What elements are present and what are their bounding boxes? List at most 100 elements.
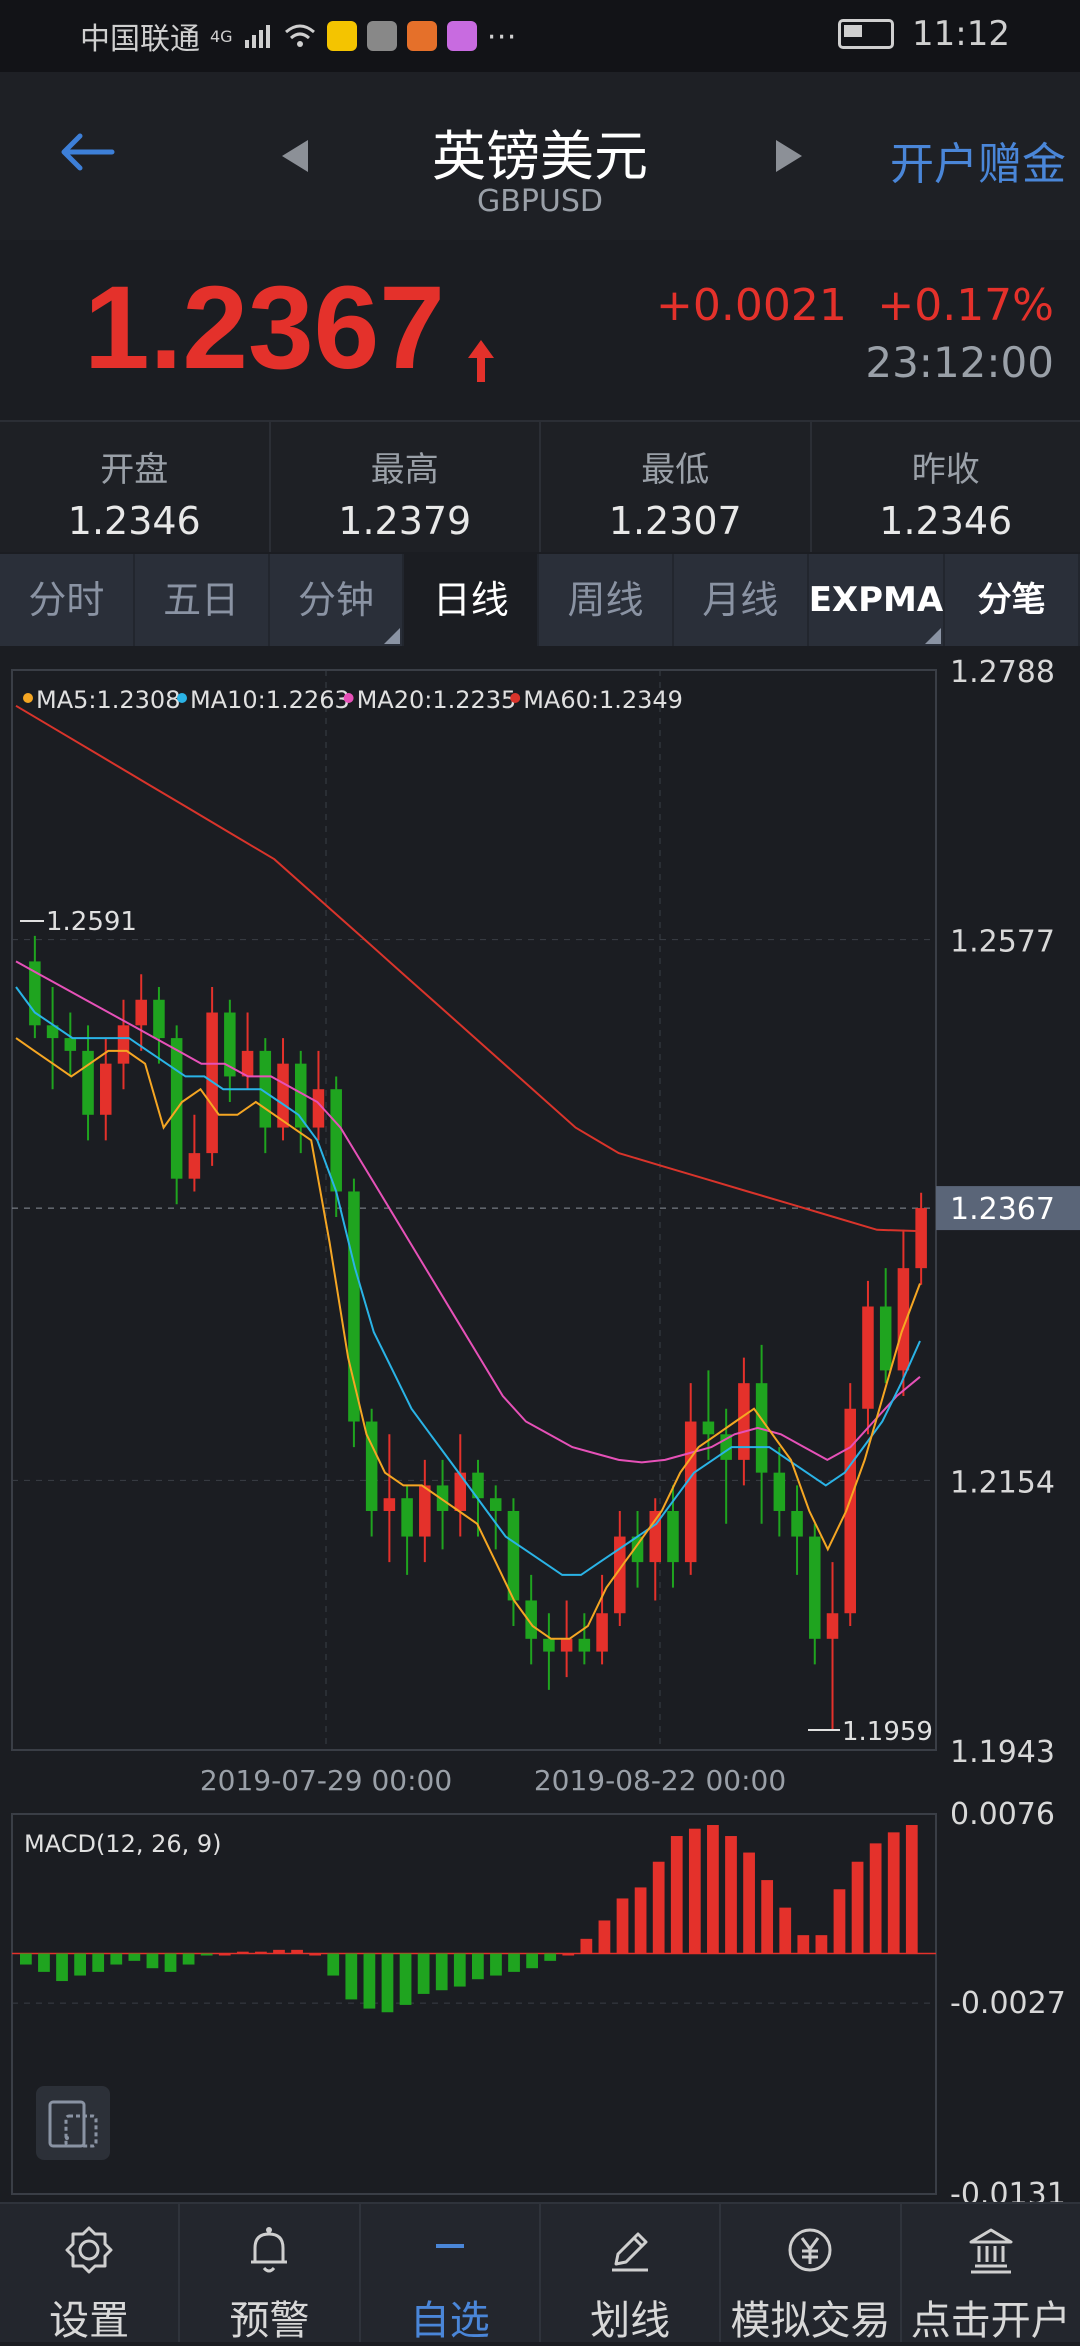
nav-alerts[interactable]: 预警: [180, 2204, 360, 2342]
nav-settings[interactable]: 设置: [0, 2204, 180, 2342]
fullscreen-button[interactable]: [36, 2086, 110, 2160]
candle-body: [65, 1038, 77, 1051]
app-notification-icon: [367, 21, 397, 51]
tab-five-day[interactable]: 五日: [135, 554, 270, 646]
macd-y-tick-label: -0.0027: [950, 1986, 1066, 2021]
macd-histogram-bar: [870, 1843, 882, 1953]
legend-label: MA5:1.2308: [36, 686, 180, 714]
tab-ticks[interactable]: 分笔: [945, 554, 1080, 646]
macd-panel-frame: [12, 1814, 936, 2194]
candle-body: [791, 1511, 803, 1537]
macd-histogram-bar: [436, 1954, 448, 1991]
macd-histogram-bar: [400, 1954, 412, 2005]
macd-histogram-bar: [273, 1950, 285, 1954]
macd-histogram-bar: [418, 1954, 430, 1994]
macd-histogram-bar: [852, 1862, 864, 1954]
candle-body: [561, 1639, 573, 1652]
y-tick-label: 1.2154: [950, 1465, 1055, 1500]
stat-value: 1.2346: [812, 499, 1080, 543]
legend-dot: [23, 693, 33, 703]
gear-icon: [61, 2222, 117, 2278]
percent-change: +0.17%: [877, 280, 1054, 331]
candle-body: [596, 1613, 608, 1651]
price-panel-frame: [12, 670, 936, 1750]
stat-low: 最低 1.2307: [541, 422, 812, 552]
tab-weekly[interactable]: 周线: [539, 554, 674, 646]
nav-label: 模拟交易: [721, 2288, 899, 2346]
candle-body: [667, 1511, 679, 1562]
app-notification-icon: [447, 21, 477, 51]
macd-histogram-bar: [345, 1954, 357, 2000]
legend-dot: [344, 693, 354, 703]
y-tick-label: 1.2577: [950, 925, 1055, 960]
macd-histogram-bar: [797, 1935, 809, 1953]
candle-body: [774, 1473, 786, 1511]
candle-body: [827, 1613, 839, 1639]
x-axis-label: 2019-07-29 00:00: [200, 1764, 452, 1797]
macd-histogram-bar: [38, 1954, 50, 1972]
battery-icon: [838, 19, 894, 49]
stat-label: 昨收: [812, 442, 1080, 491]
tab-intraday[interactable]: 分时: [0, 554, 135, 646]
macd-histogram-bar: [201, 1954, 213, 1956]
app-notification-icon: [407, 21, 437, 51]
next-symbol-button[interactable]: [776, 140, 802, 172]
low-price-label: 1.1959: [842, 1717, 933, 1747]
macd-histogram-bar: [653, 1862, 665, 1954]
stat-open: 开盘 1.2346: [0, 422, 271, 552]
chart-area[interactable]: 1.27881.25771.23671.21541.19431.2367MA5:…: [0, 646, 1080, 2202]
candle-body: [330, 1089, 342, 1191]
tab-monthly[interactable]: 月线: [674, 554, 809, 646]
macd-histogram-bar: [219, 1954, 231, 1956]
macd-histogram-bar: [544, 1954, 556, 1961]
y-tick-label: 1.2788: [950, 655, 1055, 690]
legend-dot: [177, 693, 187, 703]
macd-histogram-bar: [906, 1825, 918, 1954]
macd-histogram-bar: [779, 1908, 791, 1954]
nav-watchlist[interactable]: 自选: [361, 2204, 541, 2342]
stat-value: 1.2307: [541, 499, 810, 543]
tab-daily[interactable]: 日线: [404, 554, 539, 646]
bell-icon: [241, 2222, 297, 2278]
app-notification-icon: [327, 21, 357, 51]
macd-histogram-bar: [20, 1954, 32, 1965]
macd-histogram-bar: [364, 1954, 376, 2009]
macd-histogram-bar: [689, 1829, 701, 1954]
price-change: +0.0021: [656, 280, 847, 331]
macd-histogram-bar: [508, 1954, 520, 1972]
macd-histogram-bar: [165, 1954, 177, 1972]
candle-body: [862, 1306, 874, 1408]
nav-simulated-trading[interactable]: 模拟交易: [721, 2204, 901, 2342]
nav-label: 自选: [361, 2288, 539, 2346]
legend-dot: [510, 693, 520, 703]
macd-histogram-bar: [309, 1954, 321, 1956]
nav-open-account[interactable]: 点击开户: [902, 2204, 1080, 2342]
up-arrow-icon: [466, 338, 496, 384]
nav-label: 设置: [0, 2288, 178, 2346]
stat-value: 1.2346: [0, 499, 269, 543]
nav-draw-lines[interactable]: 划线: [541, 2204, 721, 2342]
kline-chart[interactable]: 1.27881.25771.23671.21541.19431.2367MA5:…: [0, 646, 1080, 2202]
candle-body: [685, 1422, 697, 1563]
candle-body: [242, 1051, 254, 1077]
bottom-nav: 设置 预警 自选 划线 模拟交易 点击开户: [0, 2202, 1080, 2342]
nav-label: 划线: [541, 2288, 719, 2346]
candle-body: [419, 1485, 431, 1536]
macd-histogram-bar: [183, 1954, 195, 1965]
candle-body: [384, 1498, 396, 1511]
yen-icon: [782, 2222, 838, 2278]
rotate-screen-icon: [36, 2086, 110, 2160]
candle-body: [348, 1191, 360, 1421]
tab-minute[interactable]: 分钟: [270, 554, 405, 646]
macd-histogram-bar: [255, 1952, 267, 1954]
macd-histogram-bar: [707, 1825, 719, 1954]
open-account-promo-link[interactable]: 开户赠金: [890, 128, 1066, 192]
macd-histogram-bar: [147, 1954, 159, 1969]
macd-histogram-bar: [761, 1880, 773, 1953]
tab-indicator-expma[interactable]: EXPMA: [809, 554, 946, 646]
stat-value: 1.2379: [271, 499, 540, 543]
price-stats: 开盘 1.2346 最高 1.2379 最低 1.2307 昨收 1.2346: [0, 422, 1080, 552]
macd-histogram-bar: [56, 1954, 68, 1982]
candle-body: [490, 1498, 502, 1511]
candle-body: [738, 1383, 750, 1460]
